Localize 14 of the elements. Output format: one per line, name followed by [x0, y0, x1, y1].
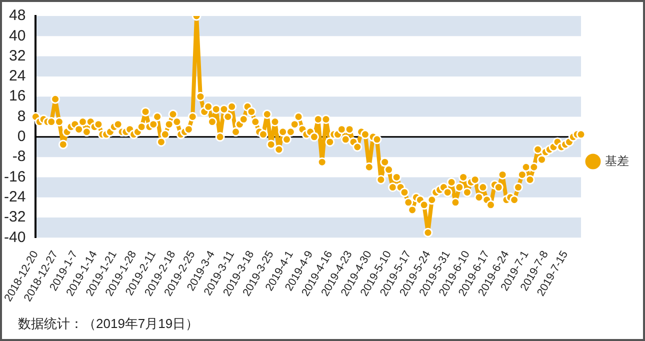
- y-tick-label: 8: [17, 108, 26, 125]
- legend-label: 基差: [605, 154, 629, 168]
- y-tick-label: 40: [8, 27, 26, 44]
- y-tick-label: 48: [8, 7, 26, 24]
- y-tick-label: 0: [17, 128, 26, 146]
- y-tick-label: -40: [4, 228, 26, 246]
- y-tick-label: 16: [8, 88, 26, 105]
- y-tick-label: -24: [4, 188, 26, 206]
- y-tick-label: -32: [4, 208, 26, 226]
- y-tick-label: -16: [4, 168, 26, 186]
- y-tick-label: -8: [12, 148, 26, 166]
- y-tick-label: 24: [8, 68, 26, 85]
- text: 数据统计：（2019年7月19日）: [18, 315, 199, 333]
- y-tick-label: 32: [8, 47, 26, 64]
